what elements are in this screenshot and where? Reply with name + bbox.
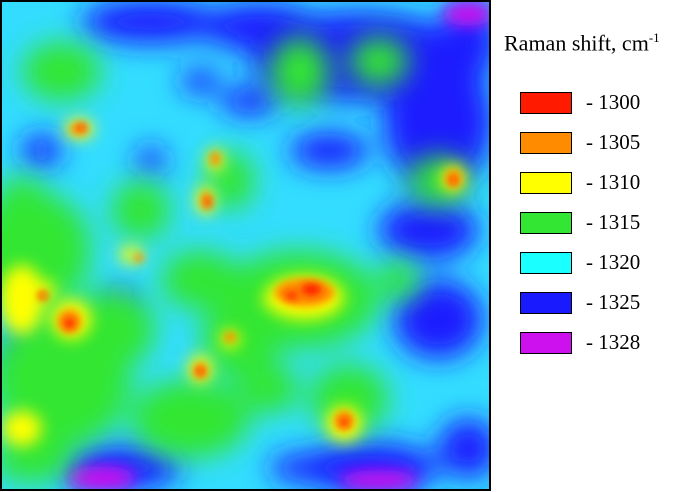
legend-label: - 1315 <box>586 210 641 234</box>
orange-region <box>133 253 144 262</box>
region-1328 <box>66 2 489 489</box>
legend-entry-1315: - 1315 <box>520 210 680 238</box>
orange-region <box>210 151 221 166</box>
legend-label: - 1320 <box>586 250 641 274</box>
legend-title: Raman shift, cm-1 <box>504 30 660 56</box>
red-region <box>450 177 457 184</box>
red-region <box>205 198 212 207</box>
green-region <box>378 259 419 300</box>
legend-swatch <box>520 132 572 154</box>
blue-region <box>21 134 62 167</box>
legend-swatch <box>520 212 572 234</box>
red-region <box>340 418 349 427</box>
legend-entry-1325: - 1325 <box>520 290 680 318</box>
purple-region <box>339 470 419 489</box>
legend-label: - 1300 <box>586 90 641 114</box>
yellow-region <box>2 264 44 335</box>
green-region <box>349 36 409 87</box>
legend-swatch <box>520 332 572 354</box>
blue-region <box>220 87 280 116</box>
purple-region <box>443 2 489 26</box>
blue-region <box>438 418 489 479</box>
blue-region <box>81 2 221 44</box>
green-region <box>269 36 330 107</box>
legend-label: - 1325 <box>586 290 641 314</box>
legend-entry-1320: - 1320 <box>520 250 680 278</box>
legend-entry-1305: - 1305 <box>520 130 680 158</box>
blue-region <box>289 132 369 169</box>
raman-heatmap <box>2 2 489 489</box>
raman-map <box>0 0 491 491</box>
red-region <box>40 292 47 299</box>
green-region <box>21 41 102 102</box>
legend-swatch <box>520 92 572 114</box>
legend-entry-1300: - 1300 <box>520 90 680 118</box>
orange-region <box>224 332 237 343</box>
legend-label: - 1310 <box>586 170 641 194</box>
blue-region <box>180 69 221 94</box>
legend-label: - 1305 <box>586 130 641 154</box>
red-region <box>78 123 85 130</box>
legend-swatch <box>520 292 572 314</box>
blue-region <box>269 454 330 483</box>
green-region <box>111 180 171 241</box>
legend-entry-1328: - 1328 <box>520 330 680 358</box>
red-region <box>285 291 298 300</box>
red-region <box>197 367 204 374</box>
green-region <box>130 378 250 459</box>
green-region <box>160 249 241 310</box>
blue-region <box>378 200 479 260</box>
legend-swatch <box>520 172 572 194</box>
purple-region <box>66 466 136 489</box>
blue-region <box>383 51 489 191</box>
legend-label: - 1328 <box>586 330 641 354</box>
legend-entry-1310: - 1310 <box>520 170 680 198</box>
blue-region <box>136 146 165 175</box>
blue-region <box>393 279 484 360</box>
region-1300 <box>40 123 457 427</box>
red-region <box>301 283 322 296</box>
yellow-region <box>2 410 42 447</box>
green-region <box>66 289 156 369</box>
legend-swatch <box>520 252 572 274</box>
red-region <box>64 318 75 329</box>
green-region <box>2 175 47 226</box>
green-region <box>240 364 300 414</box>
